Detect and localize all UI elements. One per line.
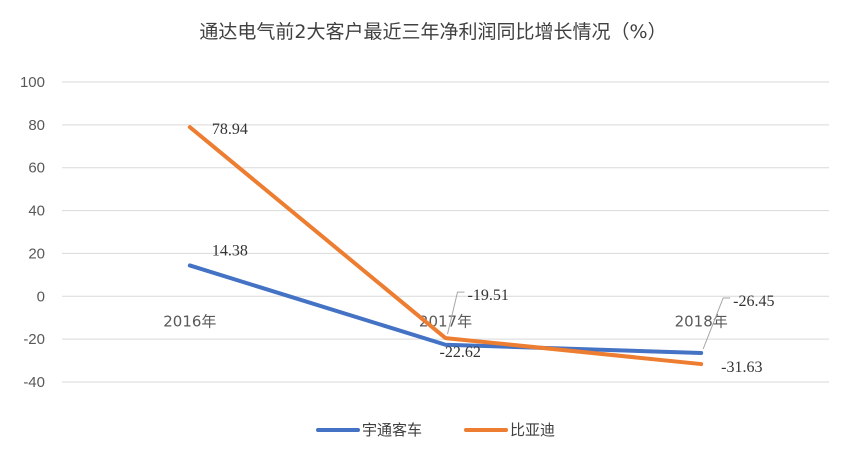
data-label: -22.62 [440, 344, 481, 361]
y-tick-label: -40 [23, 374, 45, 391]
y-tick-label: 20 [28, 245, 45, 262]
y-tick-label: 80 [28, 117, 45, 134]
y-tick-label: -20 [23, 331, 45, 348]
series-lines [187, 125, 704, 367]
y-tick-label: 0 [37, 288, 45, 305]
x-category-label: 2018年 [675, 312, 728, 330]
legend: 宇通客车 比亚迪 [316, 421, 555, 439]
series-line [187, 263, 704, 355]
y-axis-tick-labels: 100 80 60 40 20 0 -20 -40 [20, 74, 45, 391]
data-label: 14.38 [212, 242, 248, 259]
data-labels: 14.38 -22.62 -26.45 78.94 -19.51 -31.63 [212, 121, 775, 376]
data-label-leader-line [447, 291, 465, 335]
data-label: -26.45 [733, 293, 774, 310]
x-category-label: 2016年 [163, 312, 216, 330]
gridlines [62, 81, 829, 383]
y-tick-label: 60 [28, 160, 45, 177]
legend-label: 宇通客车 [362, 421, 422, 439]
chart-title: 通达电气前2大客户最近三年净利润同比增长情况（%） [199, 21, 666, 43]
series-line [187, 125, 704, 367]
y-tick-label: 40 [28, 203, 45, 220]
data-label-leader-line [702, 297, 731, 350]
data-label: -19.51 [468, 287, 509, 304]
legend-label: 比亚迪 [510, 421, 555, 439]
y-tick-label: 100 [20, 74, 45, 91]
data-label: -31.63 [721, 359, 762, 376]
x-axis-category-labels: 2016年 2017年 2018年 [163, 312, 728, 330]
data-label: 78.94 [212, 121, 248, 138]
